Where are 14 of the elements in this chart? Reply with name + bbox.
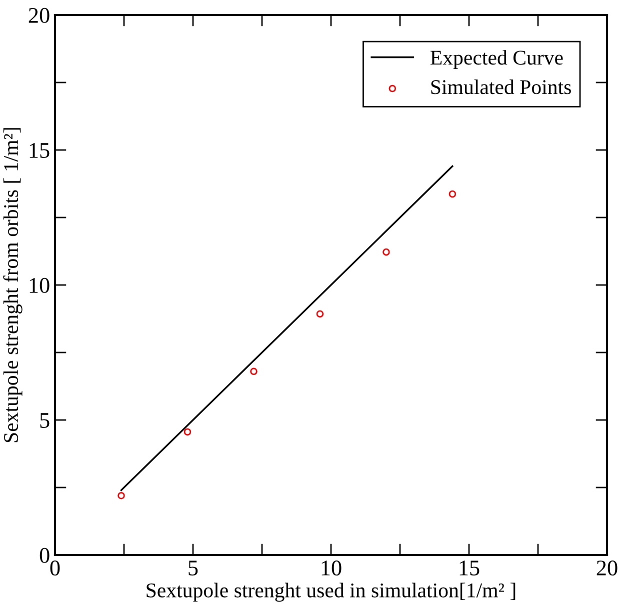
y-tick-label: 15	[30, 143, 50, 158]
x-tick-label: 0	[50, 560, 60, 576]
y-tick-label: 5	[40, 413, 50, 428]
x-tick-label: 15	[460, 560, 480, 576]
x-tick-label: 20	[596, 560, 618, 576]
y-tick-label: 10	[30, 278, 50, 293]
y-tick-label: 20	[28, 8, 50, 23]
x-tick-label: 10	[322, 560, 342, 576]
y-tick-label: 0	[40, 548, 50, 563]
y-axis-title: Sextupole strenght from orbits [ 1/m²]	[3, 128, 22, 442]
legend-label: Simulated Points	[431, 80, 571, 94]
x-axis-title: Sextupole strenght used in simulation[1/m² ]	[146, 582, 516, 602]
legend-label: Expected Curve	[430, 50, 563, 69]
x-tick-label: 5	[188, 560, 198, 576]
